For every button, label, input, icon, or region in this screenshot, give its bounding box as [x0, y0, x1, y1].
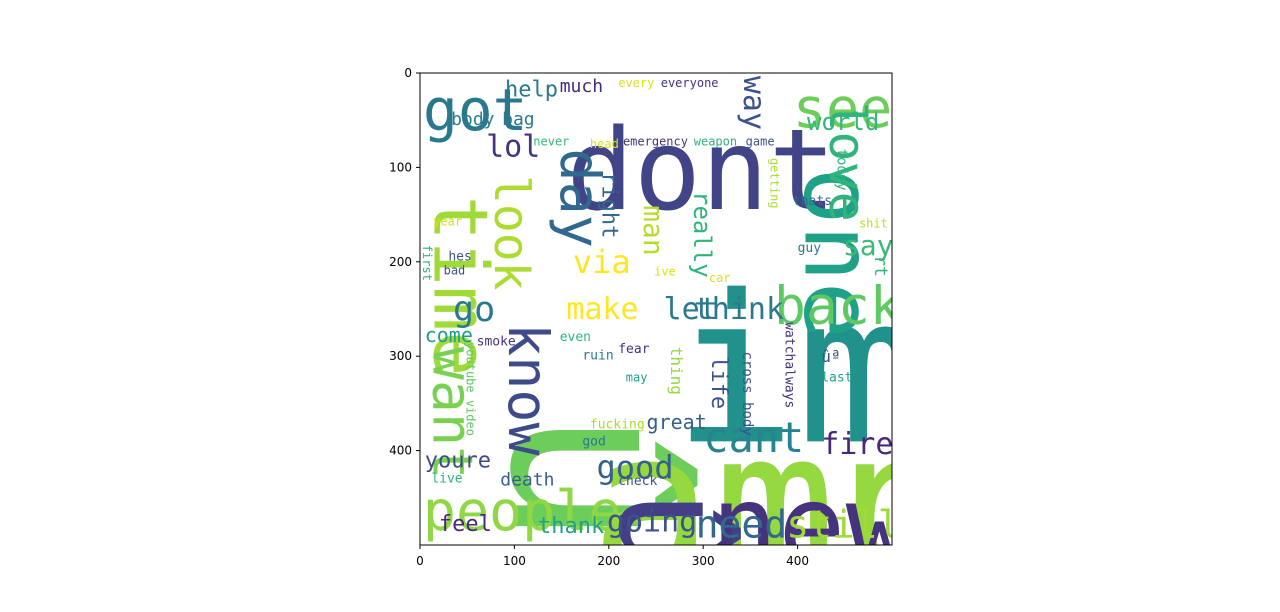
y-tick-label: 100 — [389, 160, 412, 174]
cloud-word-people: people — [423, 479, 622, 543]
y-tick-label: 300 — [389, 349, 412, 363]
cloud-word-year: year — [433, 215, 462, 229]
cloud-word--: û — [459, 408, 726, 546]
cloud-word-check: check — [618, 474, 657, 489]
plot-frame — [419, 72, 893, 546]
y-tick-label: 400 — [389, 444, 412, 458]
cloud-word-time: time — [416, 196, 504, 377]
cloud-word-head: head — [590, 137, 619, 151]
cloud-word-fire: fire — [821, 427, 893, 462]
cloud-word-need: need — [696, 503, 788, 547]
cloud-word-love: love — [818, 101, 876, 221]
cloud-word-way: way — [736, 76, 771, 130]
y-axis: 0 100 200 300 400 — [389, 66, 420, 458]
cloud-word-hes: hes — [448, 250, 471, 265]
cloud-word-good: good — [597, 449, 674, 487]
cloud-word-via: via — [573, 243, 631, 281]
cloud-word-really: really — [688, 191, 716, 278]
cloud-word-see: see — [793, 76, 892, 140]
cloud-word-great: great — [647, 410, 707, 434]
cloud-word-live: live — [431, 471, 462, 486]
cloud-word-last: last — [821, 370, 852, 385]
cloud-word-cross-body: cross body — [739, 351, 755, 435]
cloud-word-amp: amp — [590, 387, 960, 612]
cloud-word-going: going — [607, 504, 697, 539]
cloud-word-still: still — [786, 503, 900, 547]
cloud-word-bag: bag — [502, 109, 535, 130]
cloud-word-say: say — [843, 229, 894, 262]
cloud-word-fear: fear — [618, 342, 649, 357]
cloud-word-death: death — [500, 469, 554, 490]
cloud-word-shit: shit — [859, 216, 888, 230]
cloud-word-thing: thing — [667, 347, 686, 395]
cloud-word-body: body — [451, 109, 495, 130]
plot-background — [420, 73, 892, 545]
cloud-word-smoke: smoke — [477, 334, 516, 349]
cloud-word-fucking: fucking — [590, 418, 645, 433]
cloud-word-come: come — [425, 323, 473, 347]
y-tick-label: 200 — [389, 255, 412, 269]
cloud-word-look: look — [483, 175, 539, 291]
cloud-word-right: right — [596, 172, 621, 238]
cloud-word--: û — [585, 488, 759, 578]
cloud-word-game: game — [746, 134, 775, 148]
cloud-word-everyone: everyone — [661, 76, 719, 90]
cloud-word-youre: youre — [425, 449, 491, 474]
cloud-word-let: let — [664, 292, 718, 327]
cloud-word-want: want — [420, 347, 484, 479]
y-tick-label: 0 — [404, 66, 412, 80]
cloud-word-help: help — [505, 78, 558, 103]
cloud-word-rt: rt — [870, 255, 891, 277]
cloud-word--: ûª — [821, 347, 840, 366]
cloud-word-ive: ive — [654, 265, 676, 279]
cloud-word-watchalways: watchalways — [781, 322, 796, 408]
cloud-word-day: day — [548, 149, 612, 248]
cloud-word-every: every — [618, 76, 654, 90]
cloud-word-much: much — [560, 76, 603, 97]
cloud-word-man: man — [637, 205, 670, 256]
cloud-word-thank: thank — [538, 514, 604, 539]
cloud-word-car: car — [709, 271, 731, 285]
cloud-word-got: got — [423, 76, 528, 144]
cloud-word-new: new — [711, 462, 914, 592]
cloud-word-never: never — [533, 134, 569, 148]
cloud-word-weapon: weapon — [694, 134, 737, 148]
cloud-word-bad: bad — [444, 264, 466, 278]
cloud-word-god: god — [582, 435, 605, 450]
cloud-word-emergency: emergency — [623, 134, 688, 148]
cloud-word-first: first — [420, 245, 434, 281]
x-tick-label: 200 — [597, 554, 620, 568]
cloud-word-im: im — [673, 252, 920, 490]
x-tick-label: 300 — [692, 554, 715, 568]
cloud-word-even: even — [560, 330, 591, 345]
cloud-word-world: world — [807, 108, 879, 136]
x-tick-label: 0 — [416, 554, 424, 568]
cloud-word-think: think — [694, 292, 784, 327]
cloud-word-ruin: ruin — [582, 349, 613, 364]
x-tick-label: 400 — [786, 554, 809, 568]
cloud-word-back: back — [774, 276, 902, 337]
cloud-word-dont: dont — [566, 106, 836, 236]
cloud-word-know: know — [496, 323, 560, 456]
cloud-word-feel: feel — [439, 512, 492, 537]
cloud-word-getting: getting — [767, 158, 781, 209]
cloud-word-thats: thats — [793, 194, 832, 209]
cloud-word-make: make — [566, 292, 638, 327]
cloud-word-may: may — [626, 370, 648, 384]
x-axis: 0 100 200 300 400 — [416, 545, 809, 568]
cloud-word-lol: lol — [486, 130, 540, 165]
cloud-word-guy: guy — [798, 241, 822, 256]
cloud-word-youtube-video: youtube video — [463, 342, 477, 436]
x-tick-label: 100 — [503, 554, 526, 568]
cloud-word-go: go — [453, 290, 495, 330]
cloud-word-one: one — [783, 167, 893, 339]
cloud-word-cant: cant — [703, 413, 804, 462]
cloud-word-life: life — [706, 356, 731, 409]
cloud-word-today: today — [833, 149, 849, 191]
